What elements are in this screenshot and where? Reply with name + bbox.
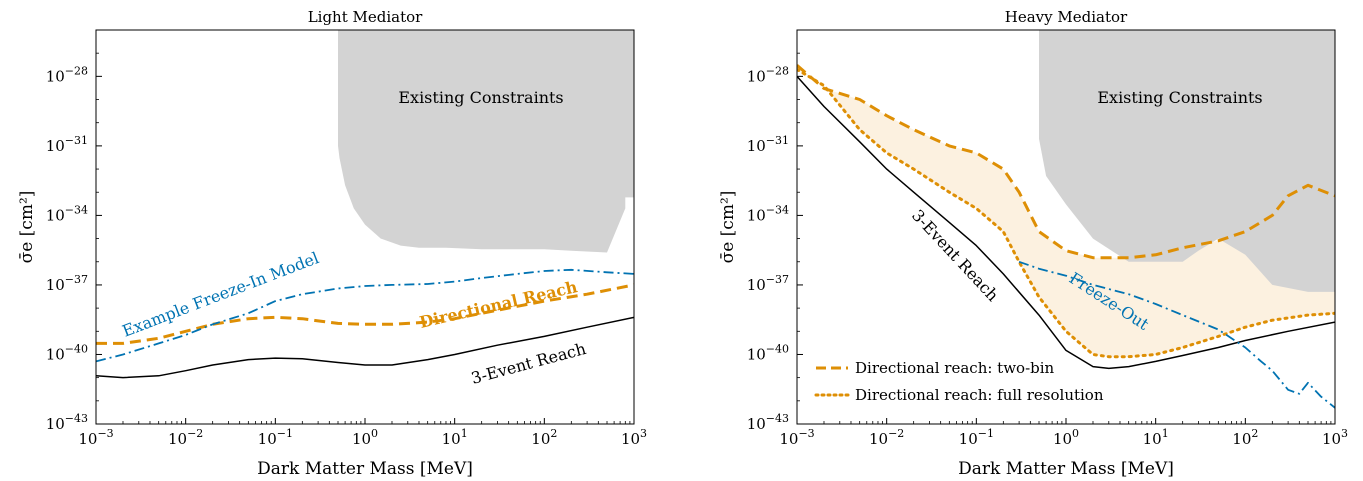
y-tick-label: 10−34 xyxy=(747,203,789,224)
x-axis-ticks: 10−3 10−2 10−1 100 101 102 103 xyxy=(78,418,647,448)
y-tick-label: 10−31 xyxy=(46,134,88,155)
y-axis-label: σ̄e [cm²] xyxy=(17,191,37,264)
directional-reach-line xyxy=(96,283,634,345)
x-axis-label: Dark Matter Mass [MeV] xyxy=(958,459,1174,479)
y-tick-label: 10−34 xyxy=(46,203,88,224)
x-tick-label: 10−1 xyxy=(258,427,293,448)
existing-constraints-label: Existing Constraints xyxy=(398,88,563,107)
x-tick-label: 10−3 xyxy=(779,427,814,448)
light-mediator-panel: 10−3 10−2 10−1 100 101 102 103 10−4310−4010−37… xyxy=(17,8,647,479)
x-tick-label: 10−2 xyxy=(168,427,203,448)
three-event-reach-label: 3-Event Reach xyxy=(469,339,588,388)
three-event-reach-line xyxy=(797,75,1335,370)
x-tick-label: 103 xyxy=(1322,427,1348,448)
x-tick-label: 102 xyxy=(1232,427,1258,448)
freeze-out-line xyxy=(1018,260,1335,409)
heavy-mediator-panel: 10−3 10−2 10−1 100 101 102 103 10−4310−4010−37… xyxy=(718,8,1348,479)
y-tick-label: 10−37 xyxy=(747,273,789,294)
y-tick-label: 10−40 xyxy=(46,342,88,363)
y-tick-label: 10−28 xyxy=(46,64,88,85)
y-tick-label: 10−40 xyxy=(747,342,789,363)
x-tick-label: 100 xyxy=(1053,427,1079,448)
three-event-reach-label: 3-Event Reach xyxy=(908,206,1002,305)
x-tick-label: 10−2 xyxy=(869,427,904,448)
panel-title: Heavy Mediator xyxy=(1005,8,1128,26)
freeze-in-label: Example Freeze-In Model xyxy=(120,248,322,341)
legend-label-full-resolution: Directional reach: full resolution xyxy=(855,386,1104,404)
x-axis-label: Dark Matter Mass [MeV] xyxy=(257,459,473,479)
y-tick-label: 10−31 xyxy=(747,134,789,155)
freeze-in-model-line xyxy=(96,268,634,363)
x-tick-label: 10−3 xyxy=(78,427,113,448)
x-tick-label: 101 xyxy=(442,427,468,448)
existing-constraints-region xyxy=(338,30,634,253)
x-tick-label: 101 xyxy=(1143,427,1169,448)
directional-reach-label: Directional Reach xyxy=(418,277,580,332)
full-resolution-reach-line xyxy=(797,67,1335,359)
x-tick-label: 10−1 xyxy=(959,427,994,448)
y-axis-label: σ̄e [cm²] xyxy=(718,191,738,264)
three-event-reach-line xyxy=(96,316,634,379)
y-tick-label: 10−37 xyxy=(46,273,88,294)
x-tick-label: 102 xyxy=(531,427,557,448)
x-tick-label: 103 xyxy=(621,427,647,448)
y-tick-label: 10−28 xyxy=(747,64,789,85)
legend-label-two-bin: Directional reach: two-bin xyxy=(855,359,1055,377)
x-axis-ticks: 10−3 10−2 10−1 100 101 102 103 xyxy=(779,418,1348,448)
legend: Directional reach: two-bin Directional r… xyxy=(814,359,1104,404)
existing-constraints-label: Existing Constraints xyxy=(1097,88,1262,107)
existing-constraints-region xyxy=(1039,30,1335,292)
x-tick-label: 100 xyxy=(352,427,378,448)
panel-title: Light Mediator xyxy=(308,8,423,26)
